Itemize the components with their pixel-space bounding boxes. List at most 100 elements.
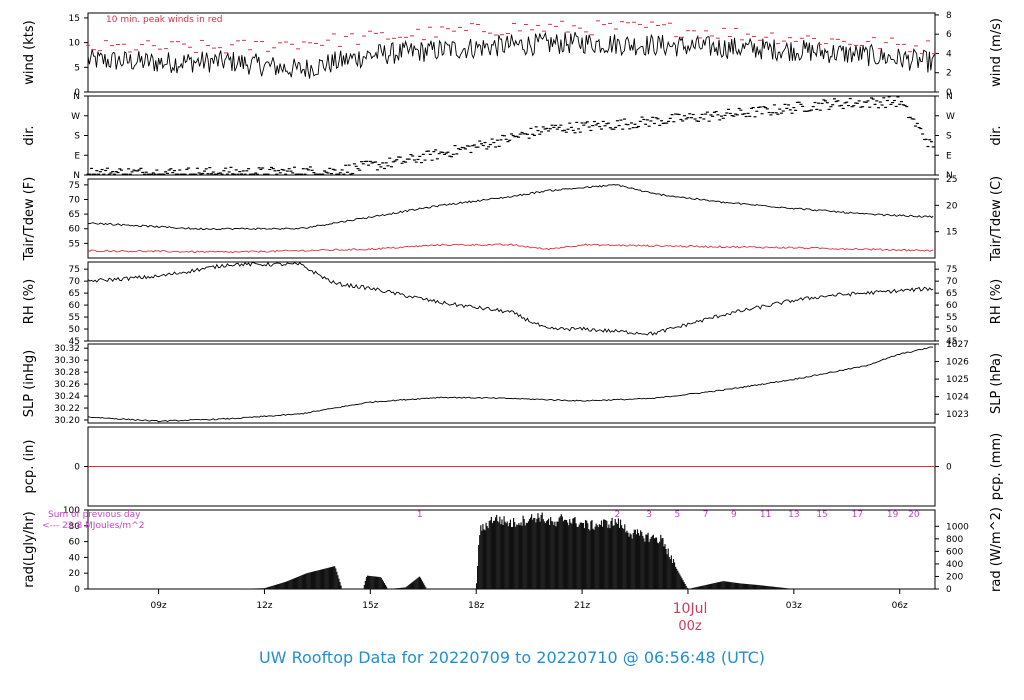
panel-rh-left-tick: 50 xyxy=(69,325,81,335)
date-label: 10Jul xyxy=(673,601,708,617)
panel-slp-right-tick: 1024 xyxy=(946,393,969,403)
panel-dir-right-tick: S xyxy=(946,132,952,142)
panel-wind-ylabel-left: wind (kts) xyxy=(22,20,37,84)
panel-temp-frame xyxy=(87,178,936,259)
panel-wind-left-tick: 5 xyxy=(74,63,80,73)
panel-rh-frame xyxy=(87,261,936,342)
radiation-hour-label: 1 xyxy=(417,510,423,520)
panel-slp-left-tick: 30.26 xyxy=(54,380,80,390)
panel-rh-left-tick: 55 xyxy=(69,313,80,323)
panel-wind-left-tick: 10 xyxy=(69,39,81,49)
panel-temp-left-tick: 60 xyxy=(69,225,81,235)
panel-slp-right-tick: 1025 xyxy=(946,375,969,385)
relative-humidity-line xyxy=(87,261,934,336)
panel-slp-right-tick: 1027 xyxy=(946,340,969,350)
x-tick-label: 09z xyxy=(150,601,166,611)
panel-slp-right-tick: 1023 xyxy=(946,410,969,420)
panel-temp-ylabel-left: Tair/Tdew (F) xyxy=(22,177,37,262)
panel-slp-left-tick: 30.32 xyxy=(54,344,80,354)
panel-dir-right-tick: W xyxy=(946,112,955,122)
panel-rad-ylabel-right: rad (W/m^2) xyxy=(989,507,1004,592)
panel-dir-ylabel-right: dir. xyxy=(989,125,1004,145)
wind-note: 10 min. peak winds in red xyxy=(106,15,223,25)
panel-wind-frame xyxy=(87,12,936,93)
panel-pcp-ylabel-left: pcp. (in) xyxy=(22,440,37,494)
panel-rad-right-tick: 0 xyxy=(946,585,952,595)
panel-dir-left-tick: W xyxy=(71,112,80,122)
panel-dir-right-tick: E xyxy=(946,151,952,161)
radiation-hour-label: 5 xyxy=(675,510,681,520)
panel-wind-ylabel-right: wind (m/s) xyxy=(989,18,1004,87)
panel-slp-frame xyxy=(87,343,936,424)
panel-slp-left-tick: 30.24 xyxy=(54,392,80,402)
panel-slp-ylabel-left: SLP (inHg) xyxy=(22,350,37,418)
x-tick-label: 03z xyxy=(786,601,802,611)
panel-rad-right-tick: 800 xyxy=(946,535,963,545)
x-tick-label: 18z xyxy=(468,601,484,611)
panel-rh-left-tick: 60 xyxy=(69,301,81,311)
panel-temp-left-tick: 65 xyxy=(69,210,80,220)
panel-temp-right-tick: 20 xyxy=(946,201,958,211)
panel-rad-left-tick: 60 xyxy=(69,538,81,548)
panel-wind-right-tick: 0 xyxy=(946,88,952,98)
panel-rh-left-tick: 75 xyxy=(69,265,80,275)
panel-rh-right-tick: 45 xyxy=(946,337,957,347)
panel-temp-ylabel-right: Tair/Tdew (C) xyxy=(989,176,1004,262)
radiation-hour-label: 20 xyxy=(908,510,920,520)
panel-pcp-right-tick: 0 xyxy=(946,463,952,473)
radiation-hour-label: 3 xyxy=(646,510,652,520)
panel-dir-left-tick: E xyxy=(74,151,80,161)
panel-wind-right-tick: 2 xyxy=(946,69,952,79)
panel-dir-left-tick: N xyxy=(73,171,80,181)
sea-level-pressure-line xyxy=(87,346,934,423)
footer-title: UW Rooftop Data for 20220709 to 20220710… xyxy=(258,648,766,667)
panel-dir-frame xyxy=(87,95,936,176)
panel-rh-right-tick: 75 xyxy=(946,265,957,275)
panel-slp-right-tick: 1026 xyxy=(946,358,969,368)
panel-temp-left-tick: 70 xyxy=(69,195,81,205)
panel-temp-right-tick: 25 xyxy=(946,175,957,185)
panel-rad-left-tick: 100 xyxy=(63,506,80,516)
panel-dir-right-tick: N xyxy=(946,92,953,102)
panel-dir-ylabel-left: dir. xyxy=(22,125,37,145)
panel-slp-left-tick: 30.30 xyxy=(54,356,80,366)
radiation-hour-label: 7 xyxy=(703,510,709,520)
panel-slp-left-tick: 30.22 xyxy=(54,404,80,414)
x-tick-label: 15z xyxy=(362,601,378,611)
panel-pcp-ylabel-right: pcp. (mm) xyxy=(989,433,1004,500)
panel-rad-left-tick: 20 xyxy=(69,569,81,579)
panel-pcp-left-tick: 0 xyxy=(74,463,80,473)
panel-rad-left-tick: 80 xyxy=(69,522,81,532)
x-tick-label: 06z xyxy=(892,601,908,611)
panel-slp-left-tick: 30.20 xyxy=(54,416,80,426)
panel-wind-left-tick: 15 xyxy=(69,14,80,24)
panel-rh-right-tick: 70 xyxy=(946,277,958,287)
air-temperature-line xyxy=(87,184,934,231)
panel-wind-right-tick: 6 xyxy=(946,30,952,40)
radiation-hour-label: 2 xyxy=(615,510,621,520)
panel-temp-left-tick: 55 xyxy=(69,239,80,249)
radiation-hour-label: 17 xyxy=(852,510,863,520)
panel-temp-left-tick: 75 xyxy=(69,181,80,191)
x-tick-label: 12z xyxy=(256,601,272,611)
panel-rh-left-tick: 70 xyxy=(69,277,81,287)
panel-rh-left-tick: 65 xyxy=(69,289,80,299)
radiation-hour-label: 9 xyxy=(731,510,737,520)
panel-rad-right-tick: 200 xyxy=(946,572,963,582)
radiation-hour-label: 11 xyxy=(760,510,771,520)
panel-rh-right-tick: 50 xyxy=(946,325,958,335)
panel-rad-left-tick: 0 xyxy=(74,585,80,595)
panel-rh-left-tick: 45 xyxy=(69,337,80,347)
panel-rad-right-tick: 400 xyxy=(946,560,963,570)
panel-rh-ylabel-right: RH (%) xyxy=(989,279,1004,324)
panel-dir-left-tick: S xyxy=(74,132,80,142)
panel-dir-right-tick: N xyxy=(946,171,953,181)
radiation-hour-label: 13 xyxy=(788,510,799,520)
x-tick-label: 21z xyxy=(574,601,590,611)
panel-dir-left-tick: N xyxy=(73,92,80,102)
wind-speed-line xyxy=(87,31,936,79)
panel-rh-ylabel-left: RH (%) xyxy=(22,279,37,324)
panel-rh-right-tick: 60 xyxy=(946,301,958,311)
